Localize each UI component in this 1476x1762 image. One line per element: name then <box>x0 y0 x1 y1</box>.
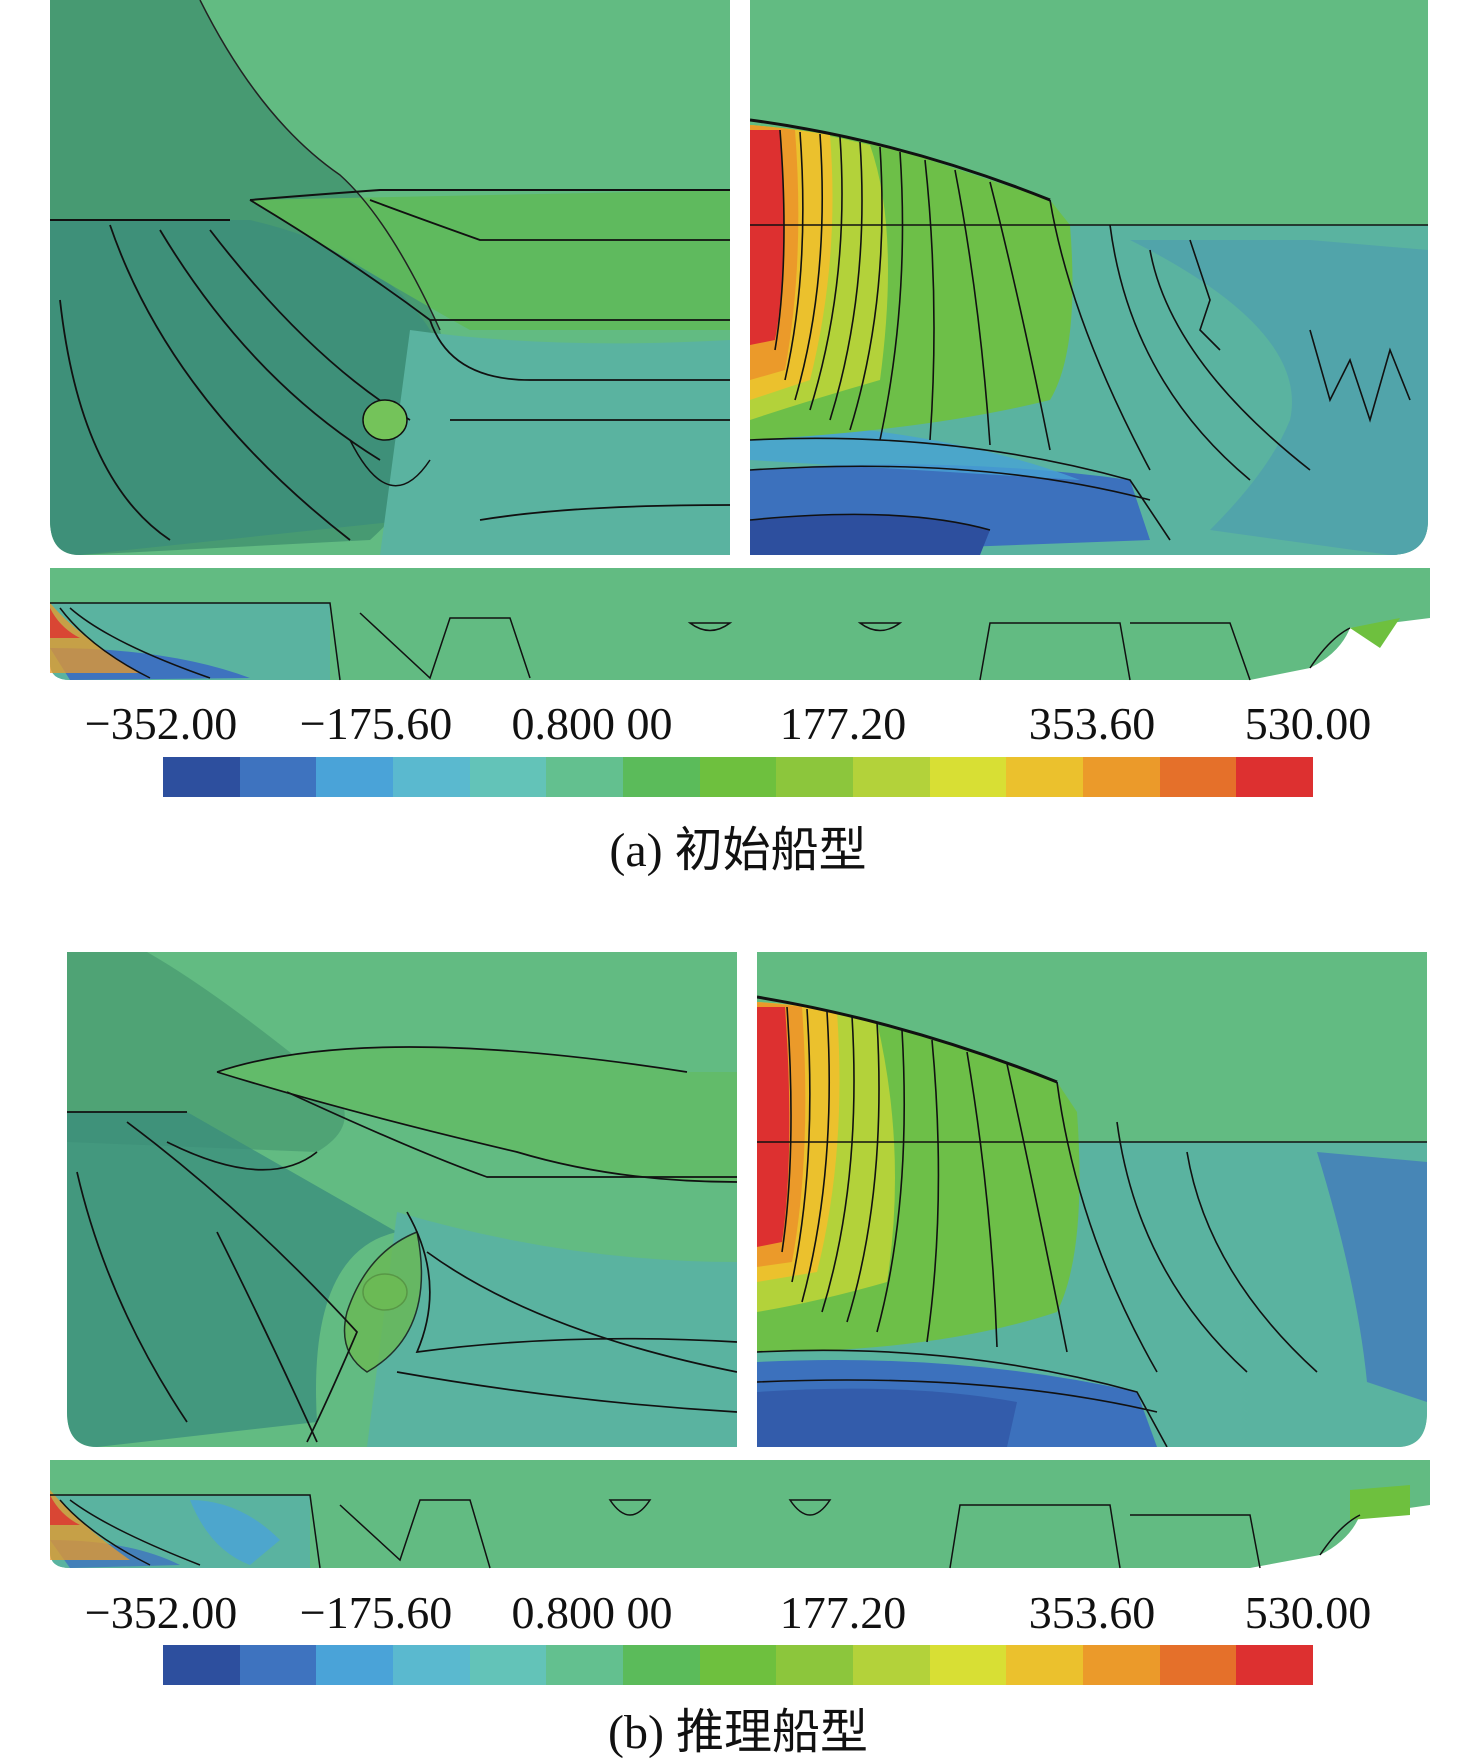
colorbar-swatch <box>1159 1645 1237 1685</box>
tick-label: −175.60 <box>299 1587 453 1638</box>
colorbar-swatch <box>776 1645 854 1685</box>
colorbar-a <box>163 757 1314 797</box>
colorbar-swatch <box>316 757 394 797</box>
colorbar-swatch <box>623 1645 700 1685</box>
stern-view <box>50 0 730 555</box>
colorbar-swatch <box>1006 757 1084 797</box>
colorbar-swatch <box>776 757 854 797</box>
colorbar-swatch <box>1083 757 1160 797</box>
colorbar-swatch <box>469 757 547 797</box>
colorbar-swatch <box>393 757 470 797</box>
tick-label: 0.800 00 <box>511 1587 673 1638</box>
colorbar-swatch <box>853 1645 930 1685</box>
colorbar-swatch <box>546 1645 624 1685</box>
colorbar-swatch <box>163 1645 240 1685</box>
tick-label: −352.00 <box>84 1587 238 1638</box>
panel-a: −352.00 −175.60 0.800 00 177.20 353.60 5… <box>0 0 1476 880</box>
colorbar-swatch <box>929 1645 1007 1685</box>
bow-view <box>750 0 1430 555</box>
panel-caption-b: (b) 推理船型 <box>608 1706 868 1759</box>
colorbar-swatch <box>853 757 930 797</box>
stern-view <box>67 952 737 1447</box>
colorbar-swatch <box>546 757 624 797</box>
colorbar-swatch <box>1236 1645 1314 1685</box>
tick-label: −352.00 <box>84 698 238 749</box>
colorbar-swatch <box>393 1645 470 1685</box>
colorbar-swatch <box>163 757 240 797</box>
panel-b: −352.00 −175.60 0.800 00 177.20 353.60 5… <box>0 940 1476 1759</box>
colorbar-swatch <box>699 757 777 797</box>
colorbar-swatch <box>469 1645 547 1685</box>
colorbar-swatch <box>1159 757 1237 797</box>
colorbar-swatch <box>1236 757 1314 797</box>
colorbar-swatch <box>929 757 1007 797</box>
tick-label: −175.60 <box>299 698 453 749</box>
colorbar-ticks-b: −352.00 −175.60 0.800 00 177.20 353.60 5… <box>0 1586 1476 1646</box>
colorbar-swatch <box>239 1645 317 1685</box>
tick-label: 177.20 <box>779 1587 907 1638</box>
tick-label: 530.00 <box>1244 698 1372 749</box>
tick-label: 0.800 00 <box>511 698 673 749</box>
tick-label: 353.60 <box>1028 698 1156 749</box>
colorbar-swatch <box>623 757 700 797</box>
colorbar-swatch <box>699 1645 777 1685</box>
colorbar-swatch <box>316 1645 394 1685</box>
side-view <box>50 1460 1430 1572</box>
colorbar-ticks-a: −352.00 −175.60 0.800 00 177.20 353.60 5… <box>0 697 1476 757</box>
tick-label: 530.00 <box>1244 1587 1372 1638</box>
colorbar-swatch <box>239 757 317 797</box>
panel-caption-a: (a) 初始船型 <box>609 824 867 877</box>
tick-label: 353.60 <box>1028 1587 1156 1638</box>
bow-view <box>757 952 1427 1447</box>
tick-label: 177.20 <box>779 698 907 749</box>
side-view <box>50 568 1430 683</box>
colorbar-swatch <box>1006 1645 1084 1685</box>
colorbar-swatch <box>1083 1645 1160 1685</box>
colorbar-b <box>163 1645 1314 1685</box>
